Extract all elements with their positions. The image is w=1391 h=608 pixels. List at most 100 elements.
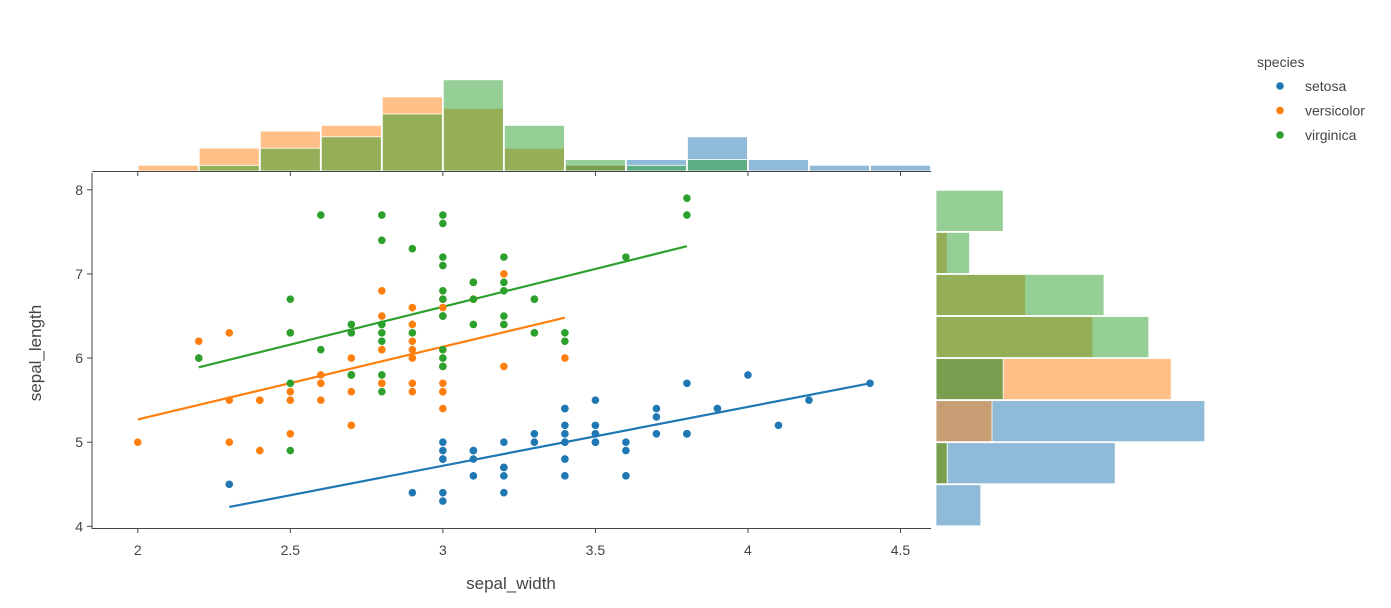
legend-item-setosa[interactable]: setosa bbox=[1276, 78, 1346, 94]
point-virginica[interactable] bbox=[286, 295, 295, 303]
point-virginica[interactable] bbox=[378, 236, 386, 245]
point-versicolor[interactable] bbox=[408, 303, 417, 312]
point-virginica[interactable] bbox=[378, 211, 386, 219]
point-versicolor[interactable] bbox=[500, 270, 508, 278]
point-versicolor[interactable] bbox=[317, 371, 325, 379]
point-versicolor[interactable] bbox=[378, 345, 386, 354]
point-setosa[interactable] bbox=[683, 379, 691, 388]
point-virginica[interactable] bbox=[500, 253, 508, 261]
point-virginica[interactable] bbox=[439, 295, 447, 303]
point-setosa[interactable] bbox=[439, 446, 447, 455]
point-setosa[interactable] bbox=[591, 396, 600, 404]
point-setosa[interactable] bbox=[439, 438, 447, 446]
point-versicolor[interactable] bbox=[286, 429, 295, 438]
point-virginica[interactable] bbox=[439, 345, 447, 354]
point-versicolor[interactable] bbox=[561, 354, 569, 362]
point-virginica[interactable] bbox=[378, 337, 386, 346]
point-versicolor[interactable] bbox=[439, 404, 447, 413]
point-setosa[interactable] bbox=[652, 429, 661, 438]
point-setosa[interactable] bbox=[591, 421, 600, 430]
point-virginica[interactable] bbox=[469, 295, 478, 303]
point-versicolor[interactable] bbox=[133, 438, 142, 446]
legend-item-versicolor[interactable]: versicolor bbox=[1276, 103, 1365, 119]
point-versicolor[interactable] bbox=[408, 387, 417, 396]
point-virginica[interactable] bbox=[439, 261, 447, 270]
point-setosa[interactable] bbox=[500, 438, 508, 446]
point-versicolor[interactable] bbox=[408, 337, 417, 346]
point-versicolor[interactable] bbox=[255, 446, 264, 455]
point-virginica[interactable] bbox=[530, 329, 539, 337]
point-virginica[interactable] bbox=[561, 329, 569, 337]
point-virginica[interactable] bbox=[378, 329, 386, 337]
point-virginica[interactable] bbox=[317, 345, 325, 354]
point-setosa[interactable] bbox=[561, 438, 569, 446]
point-versicolor[interactable] bbox=[439, 379, 447, 388]
point-setosa[interactable] bbox=[652, 413, 661, 421]
point-setosa[interactable] bbox=[622, 472, 630, 480]
point-virginica[interactable] bbox=[439, 253, 447, 261]
point-setosa[interactable] bbox=[561, 455, 569, 463]
point-virginica[interactable] bbox=[439, 286, 447, 295]
point-versicolor[interactable] bbox=[347, 387, 356, 396]
point-virginica[interactable] bbox=[530, 295, 539, 303]
point-virginica[interactable] bbox=[683, 211, 691, 219]
point-versicolor[interactable] bbox=[286, 387, 295, 396]
point-versicolor[interactable] bbox=[378, 379, 386, 388]
point-virginica[interactable] bbox=[439, 354, 447, 362]
point-virginica[interactable] bbox=[622, 253, 630, 261]
point-setosa[interactable] bbox=[683, 429, 691, 438]
point-virginica[interactable] bbox=[347, 371, 356, 379]
point-setosa[interactable] bbox=[561, 472, 569, 480]
point-setosa[interactable] bbox=[622, 438, 630, 446]
point-virginica[interactable] bbox=[286, 329, 295, 337]
point-virginica[interactable] bbox=[439, 219, 447, 228]
legend-item-virginica[interactable]: virginica bbox=[1276, 127, 1357, 143]
point-setosa[interactable] bbox=[500, 463, 508, 472]
point-virginica[interactable] bbox=[347, 320, 356, 329]
point-setosa[interactable] bbox=[439, 488, 447, 497]
point-versicolor[interactable] bbox=[408, 379, 417, 388]
point-versicolor[interactable] bbox=[286, 396, 295, 404]
point-virginica[interactable] bbox=[286, 446, 295, 455]
point-versicolor[interactable] bbox=[225, 438, 234, 446]
point-virginica[interactable] bbox=[500, 278, 508, 287]
point-versicolor[interactable] bbox=[347, 354, 356, 362]
point-setosa[interactable] bbox=[591, 429, 600, 438]
point-setosa[interactable] bbox=[469, 446, 478, 455]
point-setosa[interactable] bbox=[469, 455, 478, 463]
point-setosa[interactable] bbox=[225, 480, 234, 489]
point-versicolor[interactable] bbox=[408, 320, 417, 329]
point-virginica[interactable] bbox=[347, 329, 356, 337]
point-virginica[interactable] bbox=[469, 320, 478, 329]
point-virginica[interactable] bbox=[378, 387, 386, 396]
point-versicolor[interactable] bbox=[255, 396, 264, 404]
point-setosa[interactable] bbox=[500, 472, 508, 480]
point-virginica[interactable] bbox=[439, 211, 447, 219]
point-setosa[interactable] bbox=[500, 488, 508, 497]
point-setosa[interactable] bbox=[805, 396, 813, 404]
point-versicolor[interactable] bbox=[347, 421, 356, 430]
legend[interactable]: species setosa versicolor virginica bbox=[1257, 54, 1365, 143]
point-setosa[interactable] bbox=[591, 438, 600, 446]
point-versicolor[interactable] bbox=[439, 387, 447, 396]
point-setosa[interactable] bbox=[439, 497, 447, 505]
point-versicolor[interactable] bbox=[225, 396, 234, 404]
point-virginica[interactable] bbox=[500, 320, 508, 329]
point-virginica[interactable] bbox=[408, 329, 417, 337]
point-versicolor[interactable] bbox=[378, 312, 386, 320]
point-setosa[interactable] bbox=[530, 438, 539, 446]
point-setosa[interactable] bbox=[652, 404, 661, 413]
point-setosa[interactable] bbox=[561, 404, 569, 413]
point-virginica[interactable] bbox=[439, 312, 447, 320]
point-setosa[interactable] bbox=[408, 488, 417, 497]
point-setosa[interactable] bbox=[530, 429, 539, 438]
point-virginica[interactable] bbox=[683, 194, 691, 203]
point-virginica[interactable] bbox=[439, 362, 447, 371]
point-setosa[interactable] bbox=[713, 404, 722, 413]
point-versicolor[interactable] bbox=[408, 345, 417, 354]
point-versicolor[interactable] bbox=[317, 379, 325, 388]
point-setosa[interactable] bbox=[866, 379, 874, 388]
point-setosa[interactable] bbox=[439, 455, 447, 463]
point-virginica[interactable] bbox=[378, 371, 386, 379]
point-setosa[interactable] bbox=[561, 429, 569, 438]
